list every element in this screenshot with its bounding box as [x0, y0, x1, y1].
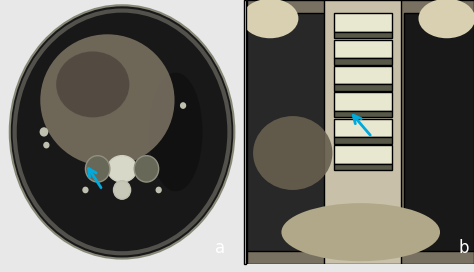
FancyBboxPatch shape: [334, 66, 392, 84]
FancyBboxPatch shape: [334, 58, 392, 65]
FancyBboxPatch shape: [334, 119, 392, 137]
FancyBboxPatch shape: [334, 145, 392, 163]
FancyBboxPatch shape: [334, 111, 392, 118]
FancyBboxPatch shape: [334, 92, 392, 111]
Ellipse shape: [40, 34, 174, 166]
FancyBboxPatch shape: [334, 13, 392, 32]
FancyBboxPatch shape: [247, 0, 474, 264]
Circle shape: [156, 187, 161, 193]
Text: b: b: [458, 239, 469, 257]
FancyBboxPatch shape: [334, 84, 392, 91]
FancyBboxPatch shape: [247, 13, 327, 251]
FancyBboxPatch shape: [334, 163, 392, 170]
Circle shape: [83, 187, 88, 193]
FancyBboxPatch shape: [334, 137, 392, 144]
Ellipse shape: [10, 5, 234, 259]
Circle shape: [40, 128, 47, 136]
Ellipse shape: [134, 156, 159, 182]
Ellipse shape: [253, 116, 332, 190]
Ellipse shape: [85, 156, 110, 182]
Ellipse shape: [149, 73, 202, 191]
FancyBboxPatch shape: [334, 39, 392, 58]
Ellipse shape: [282, 203, 440, 261]
FancyBboxPatch shape: [404, 13, 474, 251]
Circle shape: [44, 143, 49, 148]
Ellipse shape: [56, 51, 129, 118]
Ellipse shape: [113, 181, 131, 199]
Text: a: a: [215, 239, 225, 257]
Ellipse shape: [419, 0, 474, 38]
FancyBboxPatch shape: [334, 32, 392, 38]
Circle shape: [181, 103, 185, 108]
Ellipse shape: [242, 0, 299, 38]
Ellipse shape: [108, 156, 137, 182]
FancyBboxPatch shape: [325, 0, 401, 264]
